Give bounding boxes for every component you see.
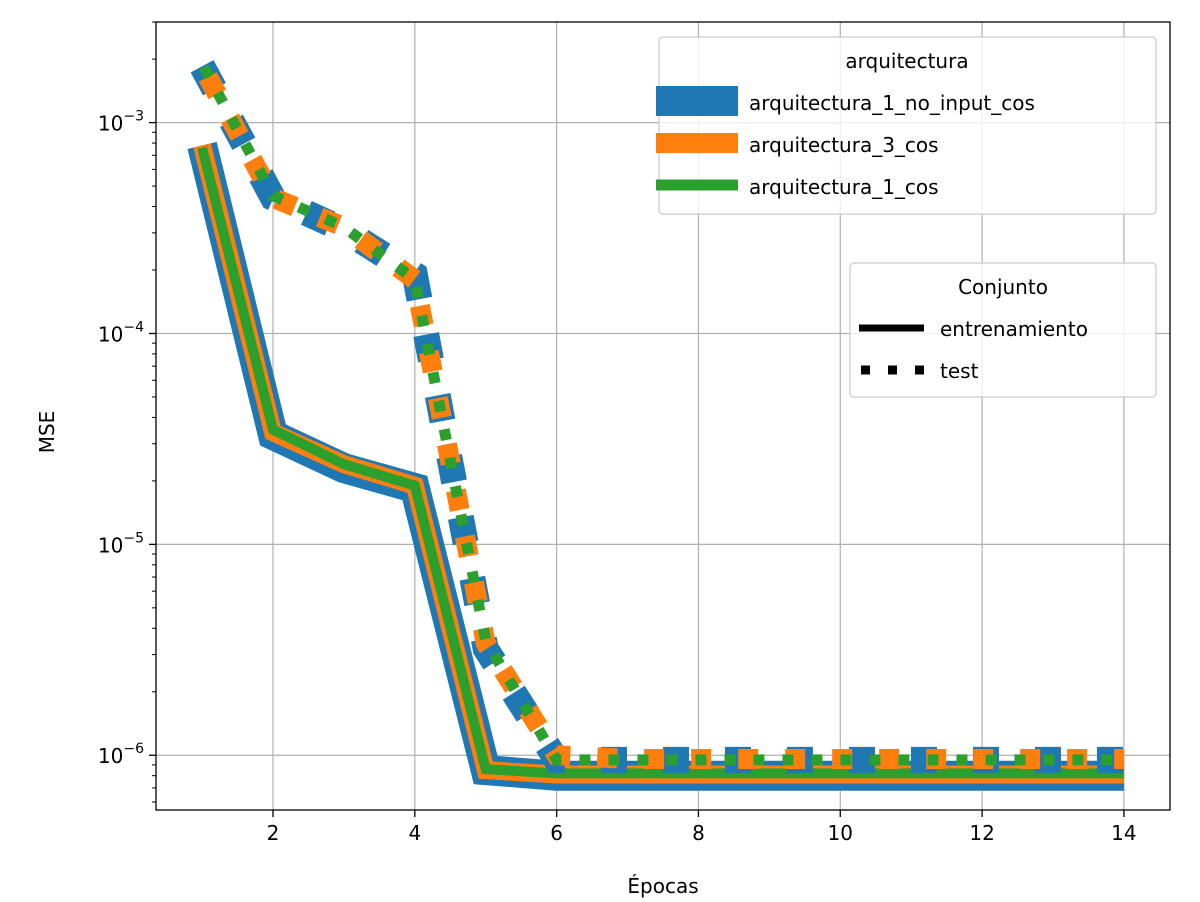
legend-arquitectura-title: arquitectura	[845, 49, 968, 73]
x-tick-label: 12	[969, 821, 994, 845]
y-tick-label: 10−6	[98, 741, 144, 768]
series-line-test-arquitectura-1-cos	[197, 61, 1124, 766]
x-tick-label: 4	[408, 821, 421, 845]
x-axis-title: Épocas	[627, 874, 698, 898]
legend-conjunto: Conjunto entrenamiento test	[849, 262, 1157, 398]
legend-conjunto-title: Conjunto	[958, 275, 1048, 299]
legend-entry-arquitectura-1-cos: arquitectura_1_cos	[749, 175, 939, 199]
legend-arquitectura-box	[658, 36, 1157, 215]
legend-arquitectura: arquitectura arquitectura_1_no_input_cos…	[656, 36, 1157, 215]
y-axis-title: MSE	[35, 411, 59, 454]
series-line-test-arquitectura-3-cos	[193, 61, 1124, 769]
y-tick-label: 10−3	[98, 109, 144, 136]
x-tick-label: 10	[828, 821, 853, 845]
minor-ticks	[152, 21, 156, 803]
legend-conjunto-box	[849, 262, 1157, 398]
legend-entry-entrenamiento: entrenamiento	[940, 317, 1088, 341]
x-tick-label: 2	[267, 821, 280, 845]
legend-entry-arquitectura-3-cos: arquitectura_3_cos	[749, 133, 939, 157]
series-line-train-arquitectura-1-cos	[197, 146, 1124, 779]
x-tick-label: 8	[692, 821, 705, 845]
y-tick-label: 10−4	[98, 319, 144, 346]
x-tick-label: 6	[550, 821, 563, 845]
legend-entry-arquitectura-1-no-input-cos: arquitectura_1_no_input_cos	[749, 91, 1035, 115]
legend-entry-test: test	[940, 359, 979, 383]
plot-frame	[155, 21, 1171, 811]
series-layer	[187, 60, 1124, 791]
y-axis-ticks: 10−6 10−5 10−4 10−3	[98, 109, 156, 768]
y-tick-label: 10−5	[98, 530, 144, 557]
x-tick-label: 14	[1111, 821, 1136, 845]
x-axis-ticks: 2 4 6 8 10 12 14	[267, 810, 1137, 845]
